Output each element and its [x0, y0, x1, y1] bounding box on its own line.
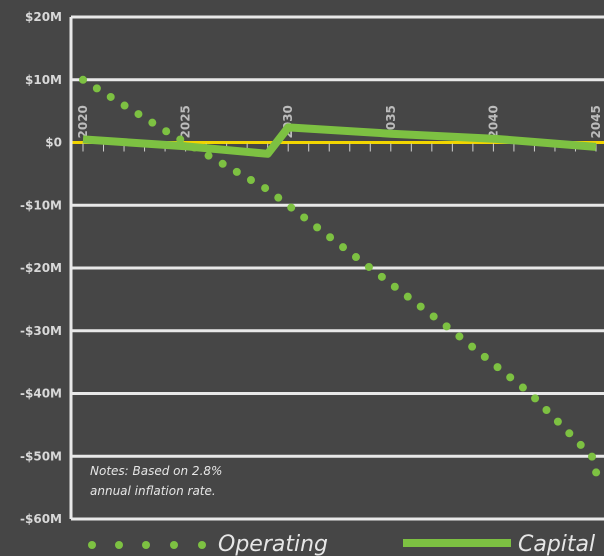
series-line-capital: [82, 123, 597, 158]
y-tick-label: $10M: [25, 73, 62, 87]
x-tick-label: 2045: [589, 105, 603, 138]
y-tick-label: -$60M: [20, 512, 62, 526]
x-tick-label: 2025: [179, 105, 193, 138]
legend-swatch-capital: [403, 539, 511, 547]
x-tick-label: 2040: [486, 105, 500, 138]
series: [79, 75, 604, 492]
y-tick-label: -$20M: [20, 261, 62, 275]
legend-dot: [142, 541, 150, 549]
legend-dot: [170, 541, 178, 549]
y-tick-label: -$40M: [20, 387, 62, 401]
y-tick-label: $20M: [25, 10, 62, 24]
x-tick-label: 2020: [76, 105, 90, 138]
notes-annotation: Notes: Based on 2.8% annual inflation ra…: [90, 464, 222, 498]
y-tick-label: -$30M: [20, 324, 62, 338]
note-line-2: annual inflation rate.: [90, 484, 216, 498]
legend-dot: [115, 541, 123, 549]
legend: Operating Capital: [88, 532, 595, 556]
gridlines: [71, 15, 604, 521]
y-tick-label: -$10M: [20, 198, 62, 212]
legend-dot: [88, 541, 96, 549]
y-tick-labels: $20M $10M $0 -$10M -$20M -$30M -$40M -$50M -$60M: [20, 10, 62, 526]
note-line-1: Notes: Based on 2.8%: [90, 464, 222, 478]
legend-swatch-operating: [88, 541, 206, 549]
series-line-operating: [79, 75, 604, 492]
legend-dot: [198, 541, 206, 549]
y-tick-label: -$50M: [20, 449, 62, 463]
legend-label-capital: Capital: [518, 532, 595, 556]
legend-label-operating: Operating: [218, 532, 328, 556]
y-tick-label: $0: [45, 136, 62, 150]
